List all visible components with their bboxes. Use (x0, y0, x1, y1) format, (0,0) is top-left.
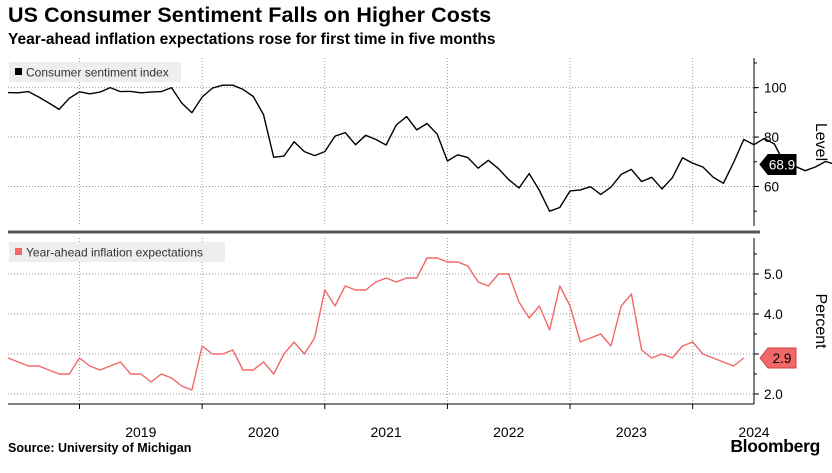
sentiment-last-value-badge (759, 153, 797, 175)
x-tick-label: 2024 (738, 424, 769, 440)
sentiment-ytick-label: 80 (764, 130, 779, 145)
sentiment-axis-title: Level (812, 123, 829, 161)
inflation-ytick-label: 2.0 (764, 387, 783, 402)
chart-subtitle: Year-ahead inflation expectations rose f… (8, 31, 496, 48)
inflation-axis-title: Percent (812, 293, 829, 349)
bloomberg-logo: Bloomberg (730, 436, 820, 456)
x-tick-label: 2021 (371, 424, 402, 440)
sentiment-legend-box (9, 62, 181, 82)
inflation-legend-label: Year-ahead inflation expectations (26, 246, 203, 260)
x-tick-label: 2023 (616, 424, 647, 440)
sentiment-series-line (7, 84, 832, 212)
inflation-ytick-label: 5.0 (764, 267, 783, 282)
chart-title: US Consumer Sentiment Falls on Higher Co… (8, 3, 492, 27)
inflation-last-value-label: 2.9 (773, 351, 792, 366)
x-tick-label: 2020 (248, 424, 279, 440)
inflation-legend-swatch (15, 248, 22, 255)
inflation-legend-box (9, 242, 225, 262)
x-tick-label: 2022 (493, 424, 524, 440)
source-note: Source: University of Michigan (8, 441, 192, 455)
x-tick-label: 2019 (125, 424, 156, 440)
sentiment-legend-swatch (15, 68, 22, 75)
inflation-last-value-badge (759, 347, 797, 369)
sentiment-legend-label: Consumer sentiment index (26, 66, 169, 80)
sentiment-last-value-label: 68.9 (769, 157, 795, 172)
inflation-series-line (7, 257, 745, 391)
inflation-ytick-label: 4.0 (764, 307, 783, 322)
sentiment-ytick-label: 60 (764, 179, 779, 194)
sentiment-ytick-label: 100 (764, 81, 787, 96)
